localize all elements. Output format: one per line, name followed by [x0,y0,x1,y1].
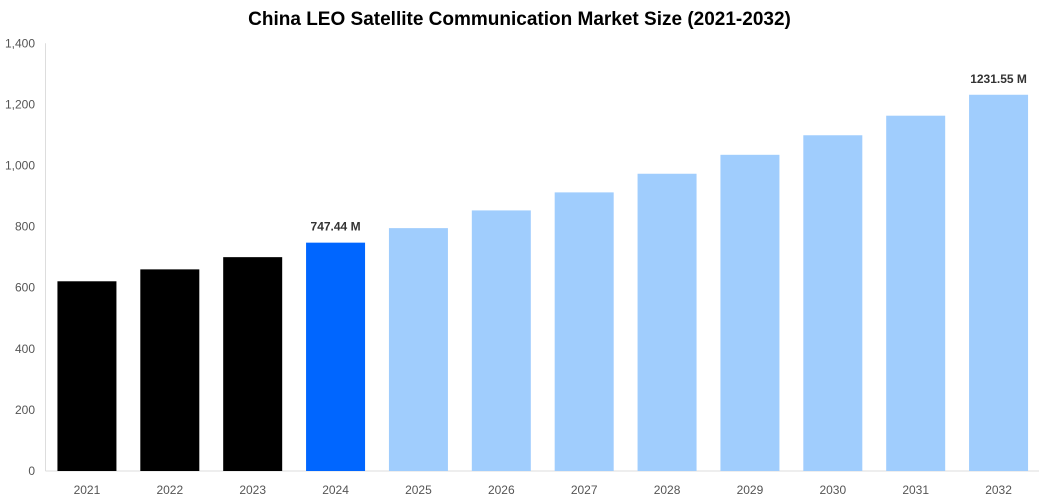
bar-2031 [886,115,946,472]
bar-2026 [471,210,531,471]
x-tick-label: 2026 [488,483,515,497]
bar-2032 [969,94,1029,471]
y-tick-label: 600 [15,281,35,295]
x-tick-label: 2032 [985,483,1012,497]
x-tick-label: 2025 [405,483,432,497]
x-tick-label: 2031 [902,483,929,497]
bar-2024 [306,242,366,471]
bar-2022 [140,269,200,471]
x-tick-label: 2028 [654,483,681,497]
y-tick-label: 0 [28,464,35,478]
y-tick-label: 200 [15,403,35,417]
bar-2027 [554,192,614,471]
y-tick-label: 800 [15,220,35,234]
y-tick-label: 1,000 [5,159,35,173]
y-tick-label: 400 [15,342,35,356]
x-tick-label: 2030 [819,483,846,497]
x-tick-label: 2024 [322,483,349,497]
x-tick-label: 2023 [239,483,266,497]
chart-title: China LEO Satellite Communication Market… [248,9,791,30]
bar-2030 [803,135,863,471]
data-label-2032: 1231.55 M [970,72,1027,86]
x-tick-label: 2027 [571,483,598,497]
bar-2028 [637,173,697,471]
y-tick-label: 1,400 [5,36,35,50]
bar-2025 [388,228,448,471]
bar-2023 [223,257,283,471]
x-tick-label: 2022 [156,483,183,497]
bar-2021 [57,281,117,471]
x-tick-label: 2029 [737,483,764,497]
y-tick-label: 1,200 [5,97,35,111]
x-tick-label: 2021 [74,483,101,497]
data-label-2024: 747.44 M [311,220,361,234]
bar-2029 [720,154,780,471]
